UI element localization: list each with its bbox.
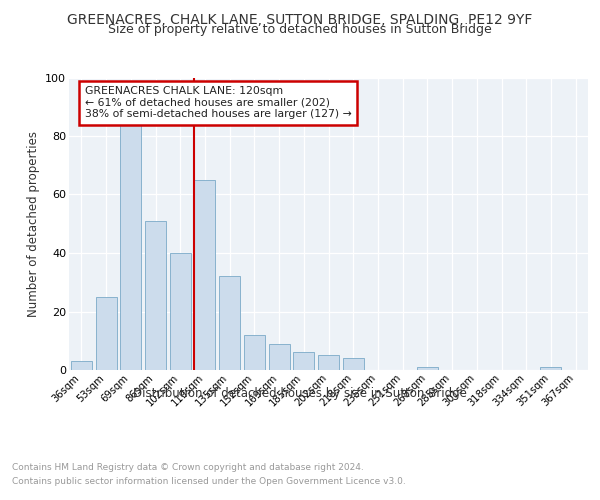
Text: Contains HM Land Registry data © Crown copyright and database right 2024.: Contains HM Land Registry data © Crown c… bbox=[12, 462, 364, 471]
Bar bbox=[417, 367, 438, 370]
Bar bbox=[318, 356, 339, 370]
Bar bbox=[541, 367, 562, 370]
Text: Contains public sector information licensed under the Open Government Licence v3: Contains public sector information licen… bbox=[12, 478, 406, 486]
Bar bbox=[95, 297, 116, 370]
Y-axis label: Number of detached properties: Number of detached properties bbox=[26, 130, 40, 317]
Bar bbox=[269, 344, 290, 370]
Text: GREENACRES CHALK LANE: 120sqm
← 61% of detached houses are smaller (202)
38% of : GREENACRES CHALK LANE: 120sqm ← 61% of d… bbox=[85, 86, 352, 120]
Bar bbox=[194, 180, 215, 370]
Text: GREENACRES, CHALK LANE, SUTTON BRIDGE, SPALDING, PE12 9YF: GREENACRES, CHALK LANE, SUTTON BRIDGE, S… bbox=[67, 12, 533, 26]
Bar bbox=[244, 335, 265, 370]
Bar bbox=[170, 253, 191, 370]
Text: Distribution of detached houses by size in Sutton Bridge: Distribution of detached houses by size … bbox=[133, 388, 467, 400]
Bar bbox=[219, 276, 240, 370]
Bar bbox=[293, 352, 314, 370]
Bar bbox=[71, 361, 92, 370]
Bar bbox=[120, 124, 141, 370]
Bar bbox=[145, 221, 166, 370]
Bar bbox=[343, 358, 364, 370]
Text: Size of property relative to detached houses in Sutton Bridge: Size of property relative to detached ho… bbox=[108, 22, 492, 36]
